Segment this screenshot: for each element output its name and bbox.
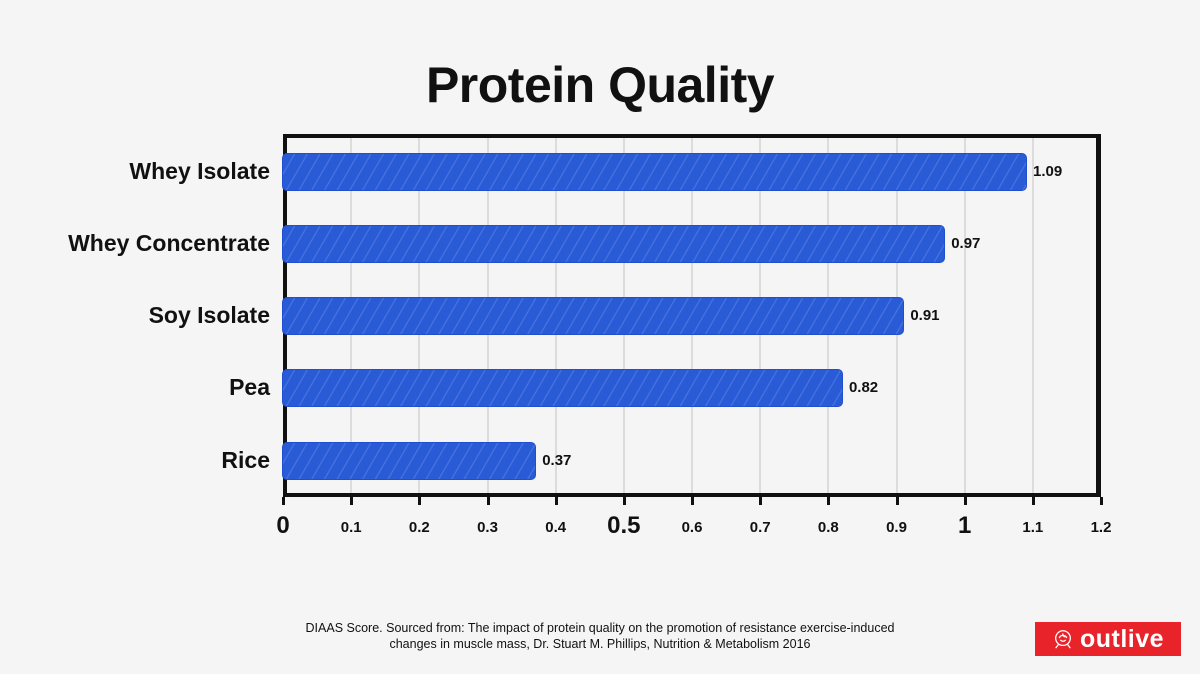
category-label: Rice [221, 447, 270, 473]
x-tick-label: 1 [957, 512, 972, 539]
x-tick [691, 497, 694, 505]
x-tick-label: 0.3 [477, 519, 498, 536]
category-label: Pea [229, 374, 270, 400]
x-tick [282, 497, 285, 505]
value-label: 0.97 [951, 235, 981, 252]
value-label: 0.37 [542, 452, 572, 469]
x-tick [895, 497, 899, 505]
x-tick [963, 497, 967, 505]
source-line-2: changes in muscle mass, Dr. Stuart M. Ph… [389, 637, 811, 651]
x-tick [1100, 497, 1103, 505]
x-tick [622, 497, 626, 505]
source-line-1: DIAAS Score. Sourced from: The impact of… [305, 621, 895, 635]
rose-icon [1054, 630, 1071, 649]
x-tick [1031, 497, 1035, 505]
x-tick-label: 1.1 [1022, 519, 1044, 536]
x-tick-label: 0.9 [886, 519, 907, 536]
value-label: 0.82 [848, 379, 879, 396]
x-tick-label: 0.4 [545, 519, 567, 536]
x-tick-label: 0.7 [749, 519, 771, 536]
x-tick-label: 0 [276, 512, 290, 539]
x-tick [350, 497, 354, 505]
chart-title: Protein Quality [425, 57, 775, 113]
value-label: 0.91 [910, 307, 940, 324]
x-tick-label: 0.2 [408, 519, 430, 536]
x-tick [827, 497, 831, 505]
x-tick-label: 0.5 [607, 512, 641, 539]
bar [283, 154, 1027, 190]
category-label: Whey Concentrate [68, 230, 270, 256]
outlive-logo: outlive [1035, 622, 1181, 656]
x-tick [418, 497, 422, 505]
gridline [963, 138, 966, 493]
bar [283, 443, 536, 479]
x-tick-label: 0.1 [340, 519, 362, 536]
value-label: 1.09 [1033, 163, 1063, 180]
x-tick [554, 497, 558, 505]
x-tick-label: 1.2 [1090, 519, 1112, 536]
logo-text: outlive [1079, 624, 1165, 653]
bar [283, 298, 904, 334]
category-label: Whey Isolate [129, 158, 270, 184]
source-citation: DIAAS Score. Sourced from: The impact of… [0, 620, 1200, 652]
bar [283, 226, 945, 262]
category-label: Soy Isolate [148, 302, 270, 328]
bar [283, 370, 842, 406]
x-tick-label: 0.6 [681, 519, 703, 536]
gridline [1031, 138, 1034, 493]
x-tick [759, 497, 763, 505]
x-tick-label: 0.8 [817, 519, 839, 536]
x-tick [486, 497, 490, 505]
